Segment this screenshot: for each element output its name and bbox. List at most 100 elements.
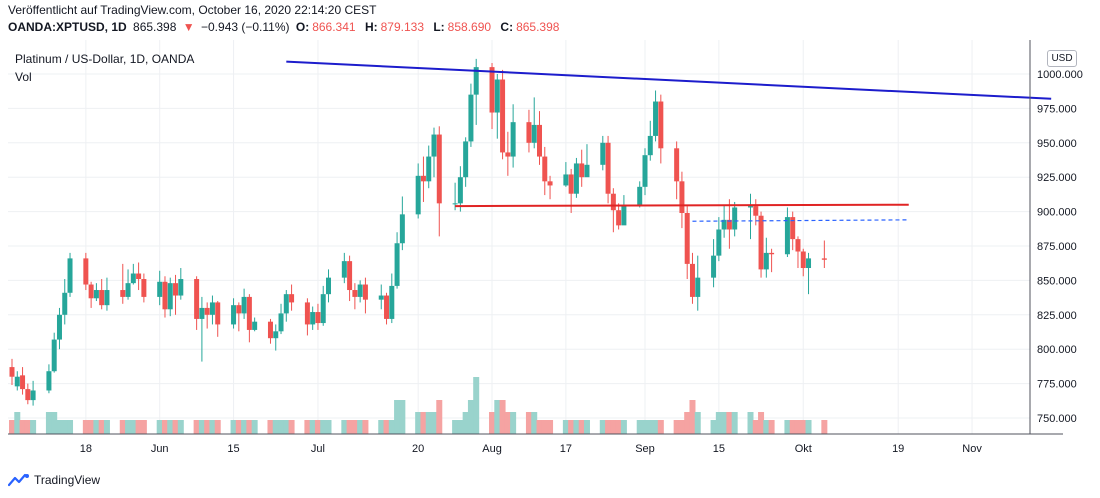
volume-bar: [642, 420, 648, 434]
footer-brand[interactable]: TradingView: [8, 471, 100, 489]
y-tick-label: 850.000: [1037, 275, 1077, 287]
y-tick-label: 975.000: [1037, 103, 1077, 115]
volume-bar: [578, 420, 585, 434]
y-tick-label: 1000.000: [1037, 69, 1083, 81]
candle-body: [93, 290, 99, 299]
volume-bar: [610, 420, 617, 434]
candle-body: [209, 302, 215, 315]
volume-bar: [605, 420, 612, 434]
volume-bar: [362, 420, 369, 434]
volume-bar: [378, 420, 385, 434]
volume-bar: [24, 420, 31, 434]
candle-body: [695, 277, 701, 297]
candle-body: [320, 294, 326, 324]
candle-body: [252, 321, 258, 330]
price-change: −0.943 (−0.11%): [201, 20, 290, 34]
volume-bar: [800, 420, 807, 434]
last-price: 865.398: [133, 20, 177, 34]
candle-body: [362, 284, 368, 300]
volume-bar: [673, 420, 680, 434]
volume-bar: [489, 412, 496, 434]
x-tick-label: Jul: [311, 443, 325, 455]
candle-body: [684, 212, 690, 264]
plot-area: [7, 40, 1031, 435]
volume-bar: [794, 420, 801, 434]
x-tick-label: 17: [560, 443, 572, 455]
volume-bar: [763, 420, 770, 434]
volume-bar: [568, 420, 575, 434]
candle-body: [763, 252, 769, 270]
candle-body: [732, 207, 738, 230]
x-tick-label: 20: [412, 443, 424, 455]
volume-bar: [784, 420, 791, 434]
volume-bar: [420, 412, 427, 434]
volume-bar: [9, 420, 15, 434]
publish-info: Veröffentlicht auf TradingView.com, Octo…: [8, 3, 377, 17]
close-value: 865.398: [516, 20, 560, 34]
candle-body: [489, 67, 495, 113]
y-tick-label: 750.000: [1037, 413, 1077, 425]
price-chart[interactable]: 1000.000 975.000 950.000 925.000 900.000 875.…: [0, 40, 1100, 460]
candle-body: [46, 371, 52, 391]
candle-body: [341, 261, 347, 278]
volume-bar: [19, 420, 26, 434]
volume-bar: [383, 420, 390, 434]
candle-body: [420, 175, 426, 182]
candle-body: [473, 67, 479, 95]
chart-legend-title[interactable]: Platinum / US-Dollar, 1D, OANDA: [15, 52, 195, 66]
volume-bar: [172, 420, 179, 434]
candle-body: [51, 339, 57, 372]
candle-body: [384, 295, 390, 319]
candle-body: [30, 390, 36, 401]
volume-bar: [462, 412, 469, 434]
volume-bar: [61, 420, 68, 434]
volume-bar: [758, 412, 765, 434]
candle-body: [104, 290, 110, 306]
candle-body: [621, 204, 627, 226]
x-tick-label: Jun: [151, 443, 169, 455]
candle-body: [88, 284, 94, 299]
dashed-level-line: [692, 219, 909, 222]
candle-body: [141, 279, 147, 297]
candle-body: [136, 273, 142, 280]
volume-bar: [235, 420, 242, 434]
x-tick-label: 19: [892, 443, 904, 455]
currency-button[interactable]: USD: [1047, 50, 1077, 67]
volume-bar: [325, 420, 332, 434]
volume-bar: [710, 420, 717, 434]
candle-body: [167, 283, 173, 310]
candle-body: [452, 203, 458, 205]
trendline: [286, 60, 1052, 100]
candle-body: [215, 302, 221, 325]
volume-bar: [394, 400, 401, 434]
x-tick-label: Okt: [795, 443, 812, 455]
volume-bar: [204, 420, 211, 434]
candle-body: [20, 375, 26, 390]
candle-body: [67, 258, 73, 293]
y-tick-label: 775.000: [1037, 379, 1077, 391]
candle-body: [347, 261, 353, 291]
volume-bar: [494, 400, 501, 434]
open-label: O:: [295, 20, 310, 34]
high-value: 879.133: [380, 20, 424, 34]
candle-body: [584, 164, 590, 178]
volume-legend[interactable]: Vol: [15, 70, 32, 84]
tradingview-logo-icon: [8, 473, 29, 487]
volume-bar: [56, 420, 63, 434]
volume-bar: [821, 420, 828, 434]
volume-bar: [425, 412, 432, 434]
candle-body: [605, 142, 611, 194]
candle-body: [658, 101, 664, 149]
candle-body: [99, 290, 105, 306]
volume-bar: [731, 412, 738, 434]
volume-bar: [620, 420, 627, 434]
candle-body: [352, 290, 358, 297]
volume-bar: [357, 420, 364, 434]
candle-body: [304, 302, 310, 325]
volume-bar: [636, 420, 643, 434]
volume-bar: [504, 412, 511, 434]
y-tick-label: 875.000: [1037, 241, 1077, 253]
candle-body: [568, 174, 574, 194]
candle-body: [721, 219, 727, 230]
volume-bar: [452, 420, 459, 434]
